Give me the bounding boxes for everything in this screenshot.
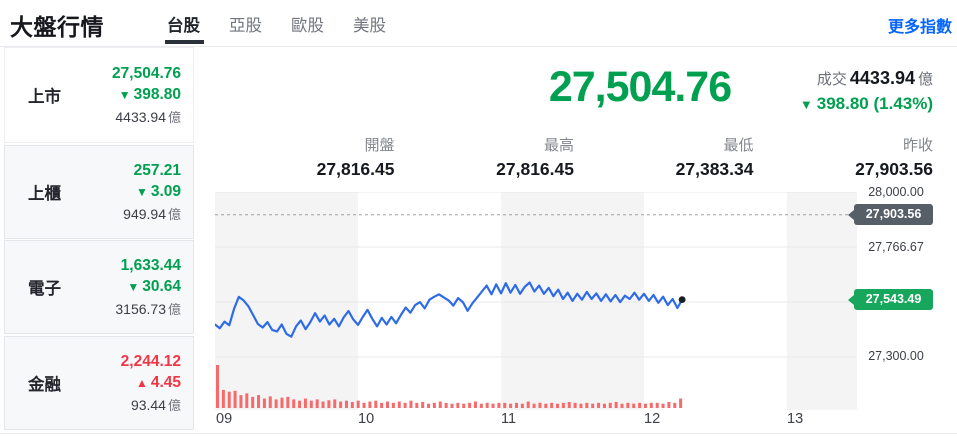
index-card-finance[interactable]: 金融 2,244.12 ▲ 4.45 93.44 億 bbox=[4, 336, 194, 430]
index-values: 27,504.76 ▼ 398.80 4433.94 億 bbox=[112, 63, 181, 128]
turnover-block: 成交 4433.94 億 ▼ 398.80 (1.43%) bbox=[800, 68, 933, 114]
index-card-otc[interactable]: 上櫃 257.21 ▼ 3.09 949.94 億 bbox=[4, 145, 194, 239]
index-change: ▼ 398.80 bbox=[118, 85, 181, 103]
index-volume: 4433.94 億 bbox=[115, 108, 181, 125]
prev-close-value: 27,903.56 bbox=[855, 159, 933, 179]
low-label: 最低 bbox=[723, 137, 754, 154]
open-label: 開盤 bbox=[364, 137, 395, 154]
current-index-value: 27,504.76 bbox=[548, 63, 732, 111]
last-price-badge: 27,543.49 bbox=[848, 289, 933, 310]
y-axis-tick: 28,000.00 bbox=[868, 185, 924, 199]
high-label: 最高 bbox=[543, 137, 574, 154]
index-price: 2,244.12 bbox=[120, 352, 181, 370]
index-change: ▲ 4.45 bbox=[135, 373, 181, 391]
x-axis-tick: 09 bbox=[216, 411, 233, 427]
low-value: 27,383.34 bbox=[675, 159, 754, 179]
index-name: 電子 bbox=[28, 280, 61, 298]
index-price: 1,633.44 bbox=[120, 256, 181, 274]
high-cell: 最高 27,816.45 bbox=[395, 134, 574, 180]
intraday-chart[interactable] bbox=[213, 191, 858, 410]
index-change: ▼ 398.80 (1.43%) bbox=[799, 94, 933, 113]
index-volume: 3156.73 億 bbox=[115, 300, 181, 317]
index-name: 上市 bbox=[28, 88, 61, 106]
prev-close-cell: 昨收 27,903.56 bbox=[754, 134, 933, 180]
tab-asia-stocks[interactable]: 亞股 bbox=[229, 17, 262, 35]
tab-taiwan-stocks[interactable]: 台股 bbox=[165, 12, 204, 44]
index-card-taiex[interactable]: 上市 27,504.76 ▼ 398.80 4433.94 億 bbox=[4, 47, 194, 143]
index-name: 上櫃 bbox=[28, 185, 61, 203]
market-tabs: 台股 亞股 歐股 美股 bbox=[165, 12, 386, 44]
index-volume: 949.94 億 bbox=[123, 205, 181, 222]
index-values: 1,633.44 ▼ 30.64 3156.73 億 bbox=[115, 255, 181, 320]
x-axis-tick: 13 bbox=[787, 411, 804, 427]
down-arrow-icon: ▼ bbox=[127, 279, 140, 294]
low-cell: 最低 27,383.34 bbox=[574, 134, 754, 180]
down-arrow-icon: ▼ bbox=[135, 184, 148, 199]
index-price: 257.21 bbox=[133, 161, 181, 179]
page-title: 大盤行情 bbox=[10, 14, 104, 40]
down-arrow-icon: ▼ bbox=[118, 87, 131, 102]
index-price: 27,504.76 bbox=[112, 64, 181, 82]
y-axis-tick: 27,300.00 bbox=[868, 349, 924, 363]
down-arrow-icon: ▼ bbox=[799, 97, 813, 112]
open-value: 27,816.45 bbox=[316, 159, 395, 179]
tab-us-stocks[interactable]: 美股 bbox=[353, 17, 386, 35]
tab-europe-stocks[interactable]: 歐股 bbox=[291, 17, 324, 35]
index-volume: 93.44 億 bbox=[130, 396, 181, 413]
prev-close-label: 昨收 bbox=[902, 137, 933, 154]
header-divider bbox=[0, 46, 957, 47]
index-card-electronics[interactable]: 電子 1,633.44 ▼ 30.64 3156.73 億 bbox=[4, 240, 194, 334]
index-change: ▼ 30.64 bbox=[127, 277, 181, 295]
index-values: 2,244.12 ▲ 4.45 93.44 億 bbox=[121, 351, 181, 416]
x-axis-tick: 11 bbox=[501, 411, 517, 427]
more-indices-link[interactable]: 更多指數 bbox=[887, 19, 952, 36]
turnover: 成交 4433.94 億 bbox=[816, 68, 933, 88]
up-arrow-icon: ▲ bbox=[135, 375, 148, 390]
ohlc-row: 開盤 27,816.45 最高 27,816.45 最低 27,383.34 昨… bbox=[215, 134, 933, 180]
y-axis-tick: 27,766.67 bbox=[868, 240, 924, 254]
prev-close-badge: 27,903.56 bbox=[848, 204, 933, 225]
bottom-divider bbox=[0, 433, 957, 434]
index-name: 金融 bbox=[28, 376, 61, 394]
high-value: 27,816.45 bbox=[496, 159, 574, 179]
x-axis-tick: 12 bbox=[644, 411, 661, 427]
x-axis-tick: 10 bbox=[358, 411, 375, 427]
open-cell: 開盤 27,816.45 bbox=[215, 134, 395, 180]
index-values: 257.21 ▼ 3.09 949.94 億 bbox=[123, 160, 181, 225]
index-change: ▼ 3.09 bbox=[135, 182, 181, 200]
intraday-chart-svg bbox=[213, 191, 858, 410]
